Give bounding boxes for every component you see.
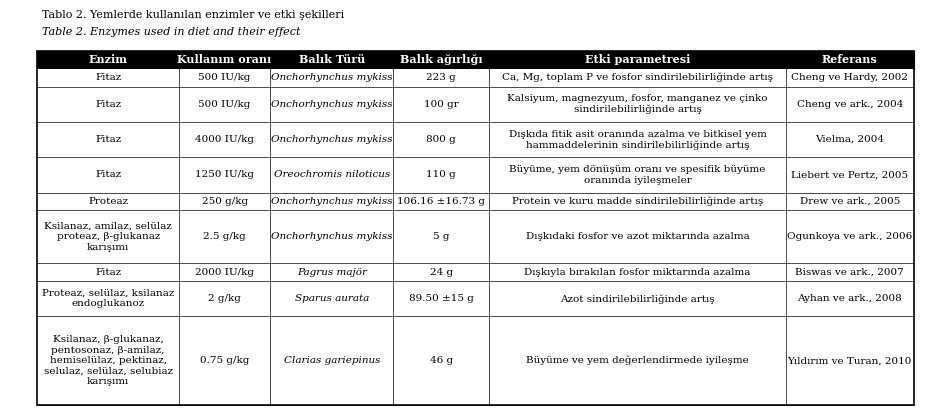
Text: Fitaz: Fitaz [95, 100, 121, 109]
Text: Enzim: Enzim [89, 54, 127, 65]
Bar [37, 263, 913, 281]
Text: Fitaz: Fitaz [95, 73, 121, 82]
Text: Dışkıdaki fosfor ve azot miktarında azalma: Dışkıdaki fosfor ve azot miktarında azal… [525, 232, 749, 241]
Text: Referans: Referans [821, 54, 877, 65]
Text: Onchorhynchus mykiss: Onchorhynchus mykiss [271, 100, 392, 109]
Text: Drew ve ark., 2005: Drew ve ark., 2005 [798, 197, 899, 206]
Text: Fitaz: Fitaz [95, 135, 121, 144]
Text: Azot sindirilebilirliğinde artış: Azot sindirilebilirliğinde artış [560, 294, 714, 303]
Text: Table 2. Enzymes used in diet and their effect: Table 2. Enzymes used in diet and their … [42, 27, 300, 36]
Text: Pagrus majör: Pagrus majör [297, 268, 366, 277]
Text: 2000 IU/kg: 2000 IU/kg [195, 268, 254, 277]
Text: 4000 IU/kg: 4000 IU/kg [195, 135, 254, 144]
Text: 800 g: 800 g [426, 135, 456, 144]
Text: Onchorhynchus mykiss: Onchorhynchus mykiss [271, 197, 392, 206]
Text: 100 gr: 100 gr [423, 100, 459, 109]
Bar [37, 210, 913, 263]
Text: 500 IU/kg: 500 IU/kg [198, 100, 251, 109]
Bar [37, 51, 913, 405]
Text: 0.75 g/kg: 0.75 g/kg [199, 356, 249, 365]
Text: 5 g: 5 g [432, 232, 449, 241]
Text: 24 g: 24 g [430, 268, 452, 277]
Text: Büyüme, yem dönüşüm oranı ve spesifik büyüme
oranında iyileşmeler: Büyüme, yem dönüşüm oranı ve spesifik bü… [509, 165, 765, 184]
Text: Ca, Mg, toplam P ve fosfor sindirilebilirliğinde artış: Ca, Mg, toplam P ve fosfor sindirilebili… [502, 73, 772, 82]
Text: Cheng ve ark., 2004: Cheng ve ark., 2004 [796, 100, 902, 109]
Bar [37, 51, 913, 69]
Text: Sparus aurata: Sparus aurata [294, 294, 369, 303]
Text: Kalsiyum, magnezyum, fosfor, manganez ve çinko
sindirilebilirliğinde artış: Kalsiyum, magnezyum, fosfor, manganez ve… [506, 94, 767, 114]
Text: 500 IU/kg: 500 IU/kg [198, 73, 251, 82]
Text: Biswas ve ark., 2007: Biswas ve ark., 2007 [795, 268, 903, 277]
Bar [37, 281, 913, 317]
Text: 2 g/kg: 2 g/kg [208, 294, 241, 303]
Bar [37, 157, 913, 193]
Text: Kullanım oranı: Kullanım oranı [177, 54, 271, 65]
Text: 1250 IU/kg: 1250 IU/kg [195, 171, 254, 180]
Text: 2.5 g/kg: 2.5 g/kg [203, 232, 245, 241]
Text: Ayhan ve ark., 2008: Ayhan ve ark., 2008 [797, 294, 901, 303]
Text: Etki parametresi: Etki parametresi [584, 54, 690, 65]
Text: 110 g: 110 g [426, 171, 456, 180]
Text: 250 g/kg: 250 g/kg [201, 197, 247, 206]
Text: Fitaz: Fitaz [95, 268, 121, 277]
Text: Yıldırım ve Turan, 2010: Yıldırım ve Turan, 2010 [786, 356, 911, 365]
Text: Balık ağırlığı: Balık ağırlığı [400, 54, 482, 65]
Text: Dışkıyla bırakılan fosfor miktarında azalma: Dışkıyla bırakılan fosfor miktarında aza… [524, 268, 750, 277]
Text: Büyüme ve yem değerlendirmede iyileşme: Büyüme ve yem değerlendirmede iyileşme [526, 356, 748, 365]
Text: Vielma, 2004: Vielma, 2004 [814, 135, 884, 144]
Text: Onchorhynchus mykiss: Onchorhynchus mykiss [271, 232, 392, 241]
Bar [37, 193, 913, 210]
Text: Ksilanaz, β-glukanaz,
pentosonaz, β-amilaz,
hemiselülaz, pektinaz,
selulaz, selü: Ksilanaz, β-glukanaz, pentosonaz, β-amil… [44, 335, 172, 386]
Text: Protein ve kuru madde sindirilebilirliğinde artış: Protein ve kuru madde sindirilebilirliği… [511, 197, 762, 206]
Bar [37, 122, 913, 157]
Text: Ogunkoya ve ark., 2006: Ogunkoya ve ark., 2006 [786, 232, 912, 241]
Text: Fitaz: Fitaz [95, 171, 121, 180]
Text: 46 g: 46 g [430, 356, 452, 365]
Text: Liebert ve Pertz, 2005: Liebert ve Pertz, 2005 [790, 171, 907, 180]
Bar [37, 317, 913, 405]
Text: 89.50 ±15 g: 89.50 ±15 g [408, 294, 474, 303]
Text: Clarias gariepinus: Clarias gariepinus [284, 356, 380, 365]
Bar [37, 69, 913, 87]
Text: 223 g: 223 g [426, 73, 456, 82]
Text: Dışkıda fitik asit oranında azalma ve bitkisel yem
hammaddelerinin sindirilebili: Dışkıda fitik asit oranında azalma ve bi… [508, 130, 766, 150]
Bar [37, 86, 913, 122]
Text: Oreochromis niloticus: Oreochromis niloticus [273, 171, 389, 180]
Text: Balık Türü: Balık Türü [299, 54, 364, 65]
Text: Cheng ve Hardy, 2002: Cheng ve Hardy, 2002 [790, 73, 907, 82]
Text: Onchorhynchus mykiss: Onchorhynchus mykiss [271, 73, 392, 82]
Text: Ksilanaz, amilaz, selülaz
proteaz, β-glukanaz
karışımı: Ksilanaz, amilaz, selülaz proteaz, β-glu… [44, 222, 172, 252]
Text: Tablo 2. Yemlerde kullanılan enzimler ve etki şekilleri: Tablo 2. Yemlerde kullanılan enzimler ve… [42, 10, 344, 20]
Text: Proteaz: Proteaz [88, 197, 128, 206]
Text: Onchorhynchus mykiss: Onchorhynchus mykiss [271, 135, 392, 144]
Text: Proteaz, selülaz, ksilanaz
endoglukanoz: Proteaz, selülaz, ksilanaz endoglukanoz [42, 289, 174, 308]
Text: 106.16 ±16.73 g: 106.16 ±16.73 g [397, 197, 485, 206]
